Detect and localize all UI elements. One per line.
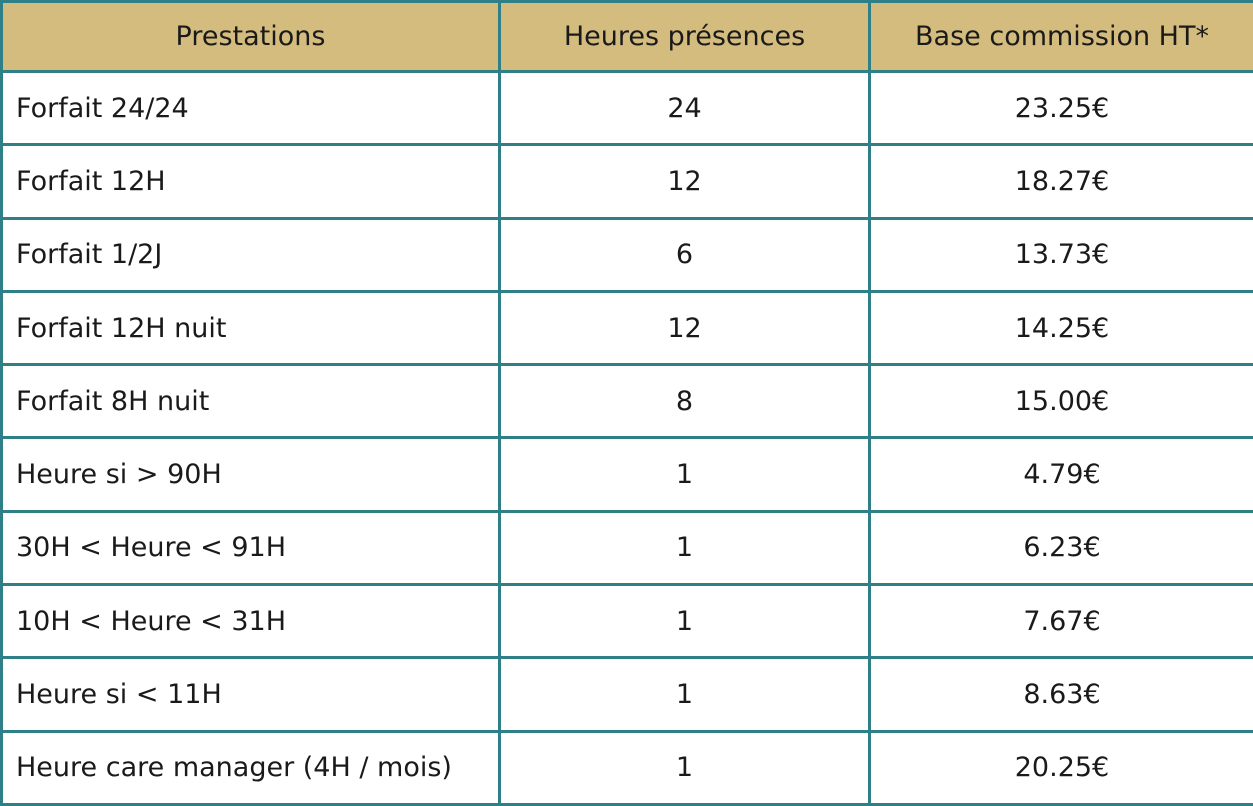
- table-body: Forfait 24/24 24 23.25€ Forfait 12H 12 18.27€…: [0, 69, 1253, 806]
- prestation-cell: 10H < Heure < 31H: [0, 583, 501, 660]
- prestation-cell: Forfait 24/24: [0, 69, 501, 147]
- commission-cell: 18.27€: [868, 143, 1253, 220]
- prestation-cell: Forfait 12H nuit: [0, 289, 501, 367]
- heures-cell: 1: [498, 509, 871, 587]
- commission-cell: 15.00€: [868, 363, 1253, 440]
- heures-cell: 8: [498, 363, 871, 440]
- prestation-cell: Forfait 12H: [0, 143, 501, 220]
- table-row: Forfait 12H 12 18.27€: [0, 143, 1253, 220]
- commission-cell: 8.63€: [868, 656, 1253, 733]
- prestation-cell: Forfait 8H nuit: [0, 363, 501, 440]
- commission-cell: 14.25€: [868, 289, 1253, 367]
- table-row: Heure si > 90H 1 4.79€: [0, 436, 1253, 513]
- heures-cell: 24: [498, 69, 871, 147]
- commission-cell: 6.23€: [868, 509, 1253, 587]
- commission-cell: 23.25€: [868, 69, 1253, 147]
- prestation-cell: 30H < Heure < 91H: [0, 509, 501, 587]
- commission-cell: 4.79€: [868, 436, 1253, 513]
- prestation-cell: Heure care manager (4H / mois): [0, 729, 501, 806]
- table-header: Prestations Heures présences Base commis…: [0, 0, 1253, 73]
- table-row: Heure care manager (4H / mois) 1 20.25€: [0, 729, 1253, 806]
- table-row: Forfait 1/2J 6 13.73€: [0, 216, 1253, 293]
- prestation-cell: Forfait 1/2J: [0, 216, 501, 293]
- table-row: Forfait 24/24 24 23.25€: [0, 69, 1253, 147]
- header-base-commission: Base commission HT*: [868, 0, 1253, 73]
- prestation-cell: Heure si < 11H: [0, 656, 501, 733]
- header-heures-presences: Heures présences: [498, 0, 871, 73]
- prestation-cell: Heure si > 90H: [0, 436, 501, 513]
- heures-cell: 1: [498, 583, 871, 660]
- heures-cell: 12: [498, 289, 871, 367]
- commission-cell: 20.25€: [868, 729, 1253, 806]
- commission-cell: 7.67€: [868, 583, 1253, 660]
- table-row: Forfait 8H nuit 8 15.00€: [0, 363, 1253, 440]
- table-row: Heure si < 11H 1 8.63€: [0, 656, 1253, 733]
- heures-cell: 1: [498, 436, 871, 513]
- table-row: Forfait 12H nuit 12 14.25€: [0, 289, 1253, 367]
- header-prestations: Prestations: [0, 0, 501, 73]
- table-row: 10H < Heure < 31H 1 7.67€: [0, 583, 1253, 660]
- heures-cell: 12: [498, 143, 871, 220]
- heures-cell: 1: [498, 729, 871, 806]
- heures-cell: 1: [498, 656, 871, 733]
- header-row: Prestations Heures présences Base commis…: [0, 0, 1253, 73]
- heures-cell: 6: [498, 216, 871, 293]
- commission-cell: 13.73€: [868, 216, 1253, 293]
- table-row: 30H < Heure < 91H 1 6.23€: [0, 509, 1253, 587]
